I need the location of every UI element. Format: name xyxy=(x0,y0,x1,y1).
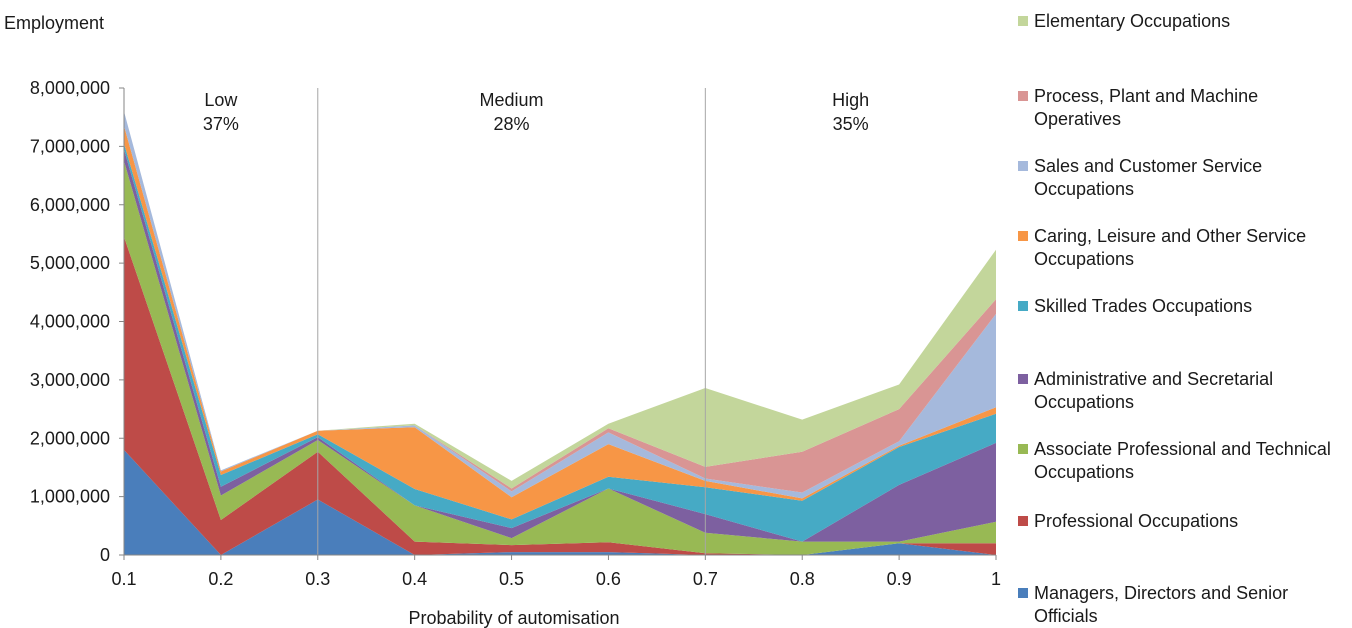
x-tick-label: 0.8 xyxy=(790,569,815,589)
legend-swatch xyxy=(1018,16,1028,26)
legend-label: Managers, Directors and Senior Officials xyxy=(1034,583,1289,626)
y-tick-label: 8,000,000 xyxy=(30,78,110,98)
zone-label-low: Low xyxy=(204,90,238,110)
y-tick-label: 4,000,000 xyxy=(30,312,110,332)
legend-item-administrative-and-secretarial-occupations: Administrative and Secretarial Occupatio… xyxy=(1018,368,1348,414)
legend: Elementary Occupations Process, Plant and… xyxy=(1018,0,1352,628)
area-process-plant-and-machine-operatives xyxy=(124,111,996,493)
legend-label: Caring, Leisure and Other Service Occupa… xyxy=(1034,226,1307,269)
legend-label: Process, Plant and Machine Operatives xyxy=(1034,86,1259,129)
legend-swatch xyxy=(1018,91,1028,101)
y-tick-label: 5,000,000 xyxy=(30,253,110,273)
x-tick-labels: 0.1 0.2 0.3 0.4 0.5 0.6 0.7 0.8 0.9 1 xyxy=(111,555,1001,589)
y-tick-label: 6,000,000 xyxy=(30,195,110,215)
area-managers-directors-and-senior-officials xyxy=(124,449,996,555)
area-professional-occupations xyxy=(124,236,996,555)
x-tick-label: 0.5 xyxy=(499,569,524,589)
x-tick-label: 1 xyxy=(991,569,1001,589)
y-tick-label: 0 xyxy=(100,545,110,565)
x-tick-label: 0.1 xyxy=(111,569,136,589)
legend-item-sales-and-customer-service-occupations: Sales and Customer Service Occupations xyxy=(1018,155,1348,201)
x-tick-label: 0.2 xyxy=(208,569,233,589)
legend-item-process-plant-and-machine-operatives: Process, Plant and Machine Operatives xyxy=(1018,85,1348,131)
y-tick-label: 7,000,000 xyxy=(30,136,110,156)
legend-item-associate-professional-and-technical-occupations: Associate Professional and Technical Occ… xyxy=(1018,438,1348,484)
legend-item-skilled-trades-occupations: Skilled Trades Occupations xyxy=(1018,295,1348,318)
legend-label: Sales and Customer Service Occupations xyxy=(1034,156,1263,199)
area-administrative-and-secretarial-occupations xyxy=(124,149,996,542)
zone-share-low: 37% xyxy=(203,114,239,134)
legend-label: Professional Occupations xyxy=(1034,511,1239,531)
legend-swatch xyxy=(1018,516,1028,526)
legend-swatch xyxy=(1018,231,1028,241)
area-series-group xyxy=(124,111,996,555)
x-tick-label: 0.4 xyxy=(402,569,427,589)
legend-item-managers-directors-and-senior-officials: Managers, Directors and Senior Officials xyxy=(1018,582,1348,628)
zone-label-medium: Medium xyxy=(480,90,544,110)
legend-swatch xyxy=(1018,301,1028,311)
area-associate-professional-and-technical-occupations xyxy=(124,161,996,555)
legend-swatch xyxy=(1018,588,1028,598)
zone-dividers xyxy=(317,88,706,555)
legend-label: Associate Professional and Technical Occ… xyxy=(1034,439,1331,482)
zone-share-medium: 28% xyxy=(494,114,530,134)
zone-label-high: High xyxy=(832,90,869,110)
legend-swatch xyxy=(1018,374,1028,384)
y-axis-label: Employment xyxy=(4,13,104,33)
x-tick-label: 0.6 xyxy=(596,569,621,589)
legend-swatch xyxy=(1018,444,1028,454)
y-tick-label: 1,000,000 xyxy=(30,487,110,507)
legend-label: Elementary Occupations xyxy=(1034,11,1231,31)
x-tick-label: 0.7 xyxy=(693,569,718,589)
legend-label: Skilled Trades Occupations xyxy=(1034,296,1253,316)
x-tick-label: 0.3 xyxy=(305,569,330,589)
x-tick-label: 0.9 xyxy=(887,569,912,589)
y-tick-label: 3,000,000 xyxy=(30,370,110,390)
legend-item-professional-occupations: Professional Occupations xyxy=(1018,510,1348,533)
y-tick-label: 2,000,000 xyxy=(30,428,110,448)
zone-share-high: 35% xyxy=(833,114,869,134)
legend-label: Administrative and Secretarial Occupatio… xyxy=(1034,369,1274,412)
y-tick-labels: 0 1,000,000 2,000,000 3,000,000 4,000,000 5,0… xyxy=(30,78,124,565)
legend-swatch xyxy=(1018,161,1028,171)
legend-item-elementary-occupations: Elementary Occupations xyxy=(1018,10,1348,33)
legend-item-caring-leisure-and-other-service-occupations: Caring, Leisure and Other Service Occupa… xyxy=(1018,225,1348,271)
zone-labels: Low 37% Medium 28% High 35% xyxy=(203,90,869,134)
x-axis-label: Probability of automisation xyxy=(408,608,619,628)
